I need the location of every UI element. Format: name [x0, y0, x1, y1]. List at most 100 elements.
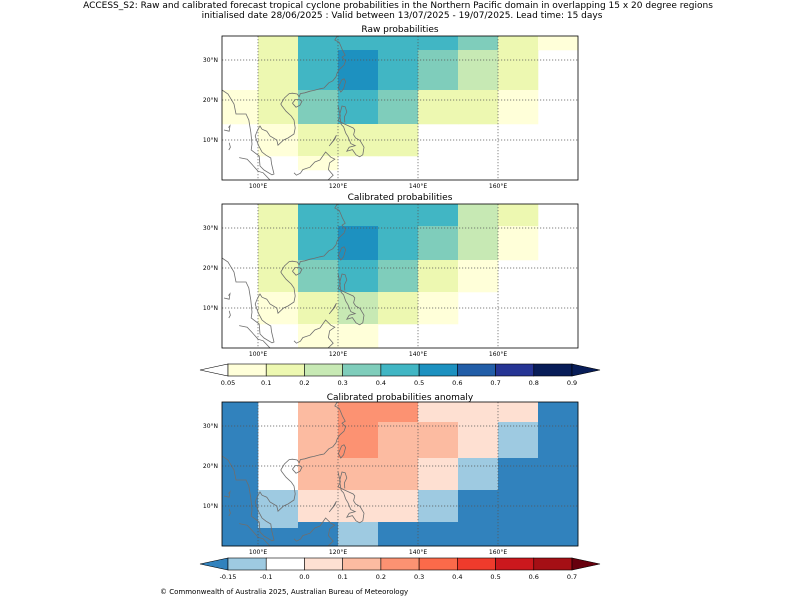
coastline	[338, 444, 347, 459]
coastlines	[222, 204, 365, 348]
coastline	[319, 517, 336, 546]
coastline	[292, 267, 303, 276]
heatmap-cell	[418, 458, 459, 491]
y-tick-label: 10°N	[203, 305, 218, 312]
y-tick-label: 30°N	[203, 225, 218, 232]
colorbar-tick-label: 0.3	[337, 379, 347, 387]
heatmap-cell	[458, 226, 499, 261]
colorbar-tick-label: 0.9	[567, 379, 577, 387]
heatmap-cell	[458, 422, 499, 459]
colorbar-segment	[380, 557, 420, 571]
plot-frame	[221, 35, 579, 181]
colorbar-tick-label: 0.5	[414, 379, 424, 387]
heatmap-cell	[298, 36, 339, 51]
heatmap-cell	[458, 490, 579, 523]
x-tick-label: 140°E	[409, 549, 427, 556]
y-tick-label: 10°N	[203, 503, 218, 510]
y-tick-label: 20°N	[203, 97, 218, 104]
y-tick-label: 10°N	[203, 137, 218, 144]
heatmap-cell	[338, 90, 379, 125]
heatmap-cell	[258, 226, 299, 261]
colorbar-segment	[227, 363, 267, 377]
colorbar-tick-label: 0.1	[261, 379, 271, 387]
colorbar-tick-label: 0.6	[529, 573, 539, 581]
heatmap-cell	[418, 226, 459, 261]
coastline	[337, 471, 365, 524]
colorbar-over-extension	[571, 363, 601, 377]
colorbar-segment	[265, 557, 305, 571]
colorbar-segment	[418, 363, 458, 377]
heatmap-cell	[418, 50, 459, 91]
coastlines	[222, 36, 365, 180]
x-tick-label: 160°E	[489, 351, 507, 358]
x-tick-label: 120°E	[329, 351, 347, 358]
colorbar-segment	[533, 557, 573, 571]
heatmap-cell	[222, 402, 259, 547]
colorbar-segment	[457, 557, 496, 571]
probability-colorbar: 0.05 0.1 0.2 0.3 0.4 0.5 0.6 0.7 0.8 0.9	[199, 363, 601, 387]
colorbar-tick-label: 0.3	[414, 573, 424, 581]
heatmap-cell	[378, 204, 419, 227]
colorbar-segment	[457, 363, 496, 377]
coastlines	[222, 402, 365, 546]
heatmap-cell	[338, 36, 379, 51]
figure-title-line2: initialised date 28/06/2025 : Valid betw…	[202, 11, 603, 21]
heatmap-cell	[418, 36, 459, 51]
coastline	[223, 292, 231, 300]
colorbar-tick-label: 0.5	[490, 573, 500, 581]
coastline	[338, 246, 347, 261]
colorbar-tick-label: 0.6	[452, 379, 462, 387]
heatmap-cell	[498, 458, 579, 491]
coastline	[228, 142, 231, 151]
heatmap-cell	[378, 36, 419, 51]
heatmap-cell	[258, 36, 299, 51]
colorbar-segment	[495, 557, 535, 571]
x-tick-label: 120°E	[329, 549, 347, 556]
heatmap-cell	[498, 422, 539, 459]
heatmap-cell	[498, 204, 539, 227]
colorbar-tick-label: 0.2	[299, 379, 309, 387]
heatmap-cell	[298, 422, 339, 459]
colorbar-segment	[533, 363, 573, 377]
copyright-footer: © Commonwealth of Australia 2025, Austra…	[160, 588, 408, 596]
coastline	[223, 124, 231, 132]
heatmap-cell	[498, 226, 539, 261]
heatmap-cell	[458, 260, 499, 293]
heatmap-cell	[418, 422, 459, 459]
heatmap-cell	[418, 90, 459, 125]
heatmap-cell	[298, 402, 339, 423]
heatmap-cell	[498, 36, 539, 51]
heatmap-cell	[258, 260, 299, 293]
colorbar-tick-label: 0.7	[490, 379, 500, 387]
heatmap-cell	[378, 402, 419, 423]
coastline	[293, 159, 321, 176]
y-tick-label: 20°N	[203, 265, 218, 272]
heatmap-cell	[298, 156, 339, 171]
heatmap-cell	[458, 50, 499, 91]
heatmap-cell	[298, 50, 339, 91]
coastline	[337, 105, 365, 158]
figure-title-line1: ACCESS_S2: Raw and calibrated forecast t…	[83, 1, 713, 11]
x-tick-label: 100°E	[249, 351, 267, 358]
colorbar-tick-label: 0.2	[376, 573, 386, 581]
heatmap-cell	[298, 458, 339, 491]
coastline	[328, 135, 337, 147]
coastline	[239, 157, 271, 180]
coastline	[222, 402, 347, 542]
colorbar-segment	[265, 363, 305, 377]
heatmap-cell	[458, 204, 499, 227]
colorbar-tick-label: 0.7	[567, 573, 577, 581]
coastline	[293, 327, 321, 344]
heatmap-cell	[338, 402, 379, 423]
colorbar-segment	[304, 557, 343, 571]
colorbar-under-extension	[199, 363, 229, 377]
colorbar-segment	[304, 363, 343, 377]
coastline	[228, 310, 231, 319]
heatmap-cell	[378, 260, 419, 293]
y-tick-label: 30°N	[203, 57, 218, 64]
coastline	[222, 36, 347, 176]
heatmap-cell	[298, 522, 339, 547]
colorbar-tick-label: 0.05	[221, 379, 235, 387]
colorbar-tick-label: 0.4	[452, 573, 462, 581]
x-tick-label: 160°E	[489, 549, 507, 556]
